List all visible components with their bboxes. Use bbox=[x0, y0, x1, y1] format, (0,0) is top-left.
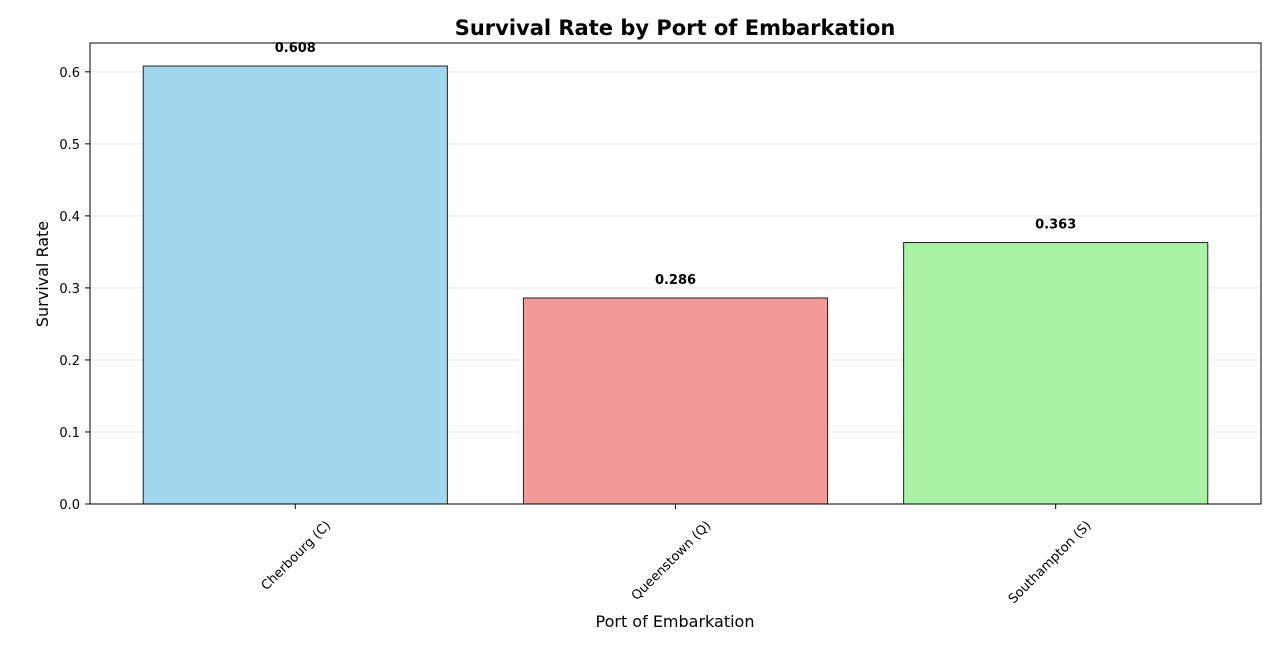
chart-title: Survival Rate by Port of Embarkation bbox=[455, 16, 896, 40]
bar-value-label: 0.608 bbox=[275, 41, 316, 56]
bar-value-label: 0.286 bbox=[655, 273, 696, 288]
y-tick-label: 0.5 bbox=[59, 138, 80, 153]
bar-value-labels: 0.608 0.286 0.363 bbox=[275, 41, 1077, 288]
y-tick-label: 0.1 bbox=[59, 426, 80, 441]
y-tick-label: 0.4 bbox=[59, 210, 80, 225]
bar-2 bbox=[522, 297, 829, 505]
y-axis-label: Survival Rate bbox=[33, 221, 52, 327]
y-tick-label: 0.0 bbox=[59, 498, 80, 513]
y-tick-label: 0.2 bbox=[59, 354, 80, 369]
x-axis-ticks: Cherbourg (C) Queenstown (Q) Southampton (… bbox=[259, 504, 1095, 607]
bar-value-label: 0.363 bbox=[1035, 218, 1076, 233]
x-tick-label: Queenstown (Q) bbox=[629, 518, 715, 604]
y-axis-ticks: 0.0 0.1 0.2 0.3 0.4 0.5 0.6 bbox=[59, 66, 90, 513]
bar-1 bbox=[142, 65, 448, 505]
bars bbox=[142, 65, 1209, 505]
y-tick-label: 0.6 bbox=[59, 66, 80, 81]
bar-3 bbox=[903, 242, 1209, 505]
y-tick-label: 0.3 bbox=[59, 282, 80, 297]
x-axis-label: Port of Embarkation bbox=[596, 612, 755, 631]
x-tick-label: Southampton (S) bbox=[1006, 518, 1095, 607]
x-tick-label: Cherbourg (C) bbox=[259, 518, 335, 594]
